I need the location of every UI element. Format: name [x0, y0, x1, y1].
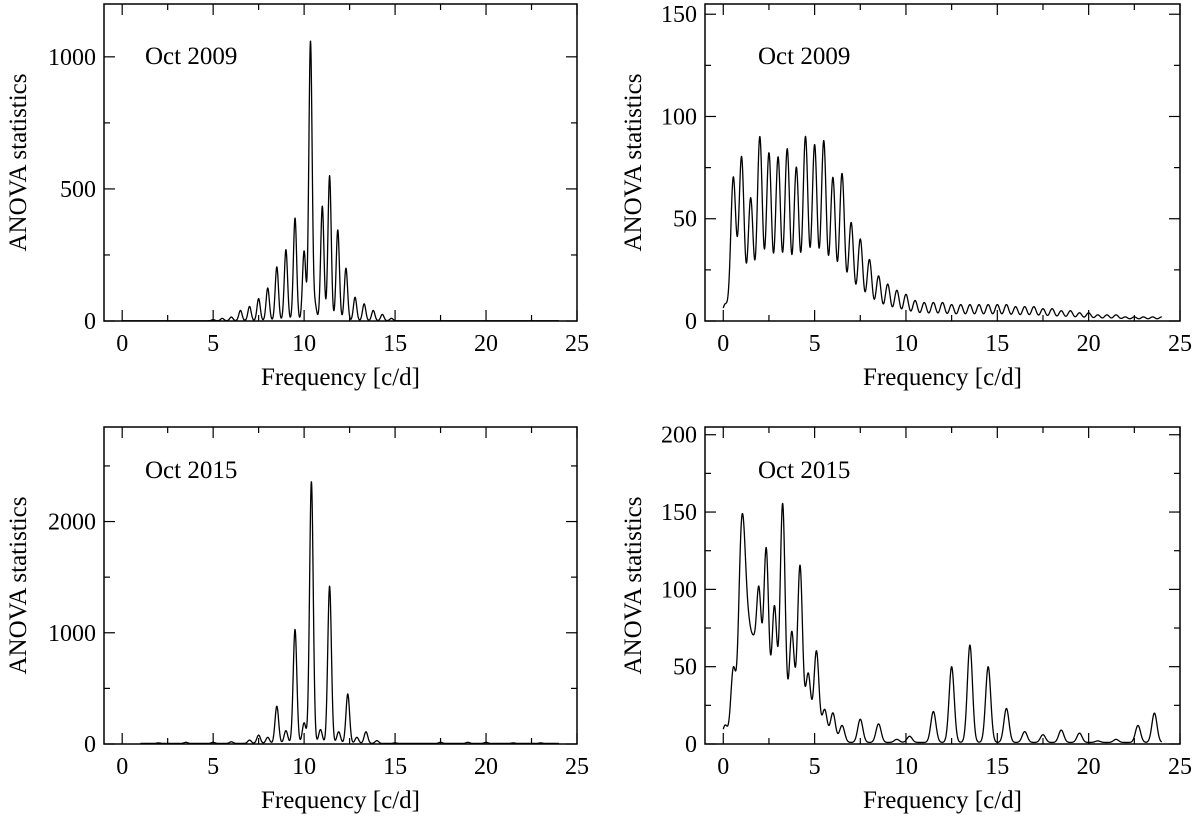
panel-bottom-left: 0 5 10 15 20 25 0 1000 2000 Oct 2015 Frequency […: [5, 426, 589, 814]
panel-top-right: 0 5 10 15 20 25 0 50 100 150 Oct 2009 Frequency […: [620, 2, 1192, 391]
panel-top-left: 0 5 10 15 20 25 0 500 1000 Oct 2009 Frequency [c…: [5, 3, 589, 391]
anova-spectrum-line: [139, 481, 560, 745]
tick-labels: 0 5 10 15 20 25 0 1000 2000: [48, 510, 589, 780]
panel-label: Oct 2015: [145, 457, 237, 484]
x-tick-label: 0: [116, 754, 128, 780]
x-tick-label: 25: [565, 331, 589, 357]
y-axis-title: ANOVA statistics: [620, 73, 647, 251]
x-tick-label: 5: [809, 331, 821, 357]
y-tick-label: 200: [661, 423, 697, 449]
x-tick-label: 25: [1168, 754, 1192, 780]
anova-spectrum-line: [722, 502, 1163, 744]
plot-frame: [704, 3, 1181, 322]
plot-frame: [103, 426, 578, 745]
tick-labels: 0 5 10 15 20 25 0 50 100 150: [661, 2, 1192, 357]
y-tick-label: 50: [673, 207, 697, 233]
panel-label: Oct 2015: [758, 457, 850, 484]
tick-marks: [104, 427, 578, 745]
y-tick-label: 2000: [48, 510, 96, 536]
y-tick-label: 50: [673, 655, 697, 681]
y-tick-label: 150: [661, 2, 697, 28]
tick-labels: 0 5 10 15 20 25 0 50 100 150 200: [661, 423, 1192, 780]
x-tick-label: 10: [292, 331, 316, 357]
tick-marks: [705, 4, 1181, 322]
y-axis-title: ANOVA statistics: [5, 73, 32, 251]
anova-spectrum-line: [722, 135, 1163, 320]
y-tick-label: 0: [84, 309, 96, 335]
y-axis-title: ANOVA statistics: [620, 496, 647, 674]
y-axis-title: ANOVA statistics: [5, 496, 32, 674]
panel-label: Oct 2009: [758, 43, 850, 70]
x-tick-label: 15: [383, 331, 407, 357]
x-axis-title: Frequency [c/d]: [261, 364, 420, 391]
x-tick-label: 0: [717, 331, 729, 357]
y-tick-label: 0: [84, 732, 96, 758]
x-tick-label: 15: [985, 331, 1009, 357]
x-tick-label: 25: [565, 754, 589, 780]
x-tick-label: 10: [894, 331, 918, 357]
x-tick-label: 5: [207, 754, 219, 780]
tick-labels: 0 5 10 15 20 25 0 500 1000: [48, 45, 589, 357]
y-tick-label: 0: [685, 732, 697, 758]
x-axis-title: Frequency [c/d]: [863, 364, 1022, 391]
anova-spectrum-line: [121, 40, 560, 322]
y-tick-label: 150: [661, 500, 697, 526]
x-tick-label: 0: [717, 754, 729, 780]
y-tick-label: 100: [661, 577, 697, 603]
panel-label: Oct 2009: [145, 43, 237, 70]
x-tick-label: 10: [292, 754, 316, 780]
panel-bottom-right: 0 5 10 15 20 25 0 50 100 150 200 Oct 2015 Frequenc…: [620, 423, 1192, 814]
y-tick-label: 0: [685, 309, 697, 335]
plot-frame: [704, 426, 1181, 745]
y-tick-label: 100: [661, 104, 697, 130]
x-tick-label: 15: [383, 754, 407, 780]
x-tick-label: 20: [474, 331, 498, 357]
tick-marks: [104, 4, 578, 322]
x-tick-label: 10: [894, 754, 918, 780]
plot-frame: [103, 3, 578, 322]
tick-marks: [705, 427, 1181, 745]
x-tick-label: 20: [1077, 754, 1101, 780]
x-tick-label: 0: [116, 331, 128, 357]
y-tick-label: 1000: [48, 621, 96, 647]
x-tick-label: 25: [1168, 331, 1192, 357]
y-tick-label: 500: [60, 177, 96, 203]
y-tick-label: 1000: [48, 45, 96, 71]
x-tick-label: 5: [207, 331, 219, 357]
x-axis-title: Frequency [c/d]: [863, 787, 1022, 814]
x-tick-label: 5: [809, 754, 821, 780]
x-tick-label: 20: [1077, 331, 1101, 357]
x-tick-label: 15: [985, 754, 1009, 780]
x-axis-title: Frequency [c/d]: [261, 787, 420, 814]
x-tick-label: 20: [474, 754, 498, 780]
